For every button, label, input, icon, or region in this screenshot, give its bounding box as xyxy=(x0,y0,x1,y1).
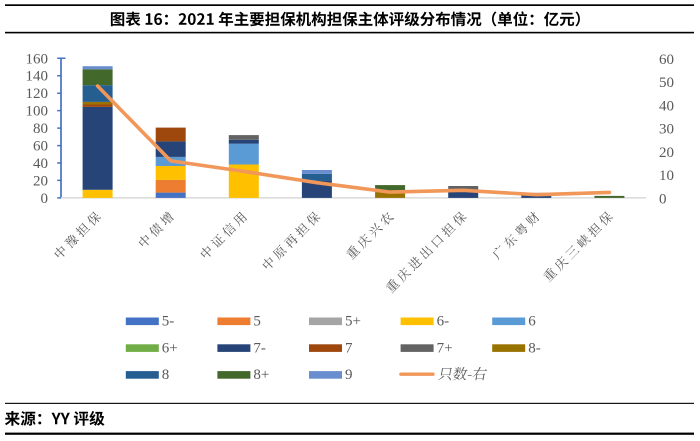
svg-text:20: 20 xyxy=(33,173,48,189)
svg-text:8: 8 xyxy=(162,367,170,383)
svg-text:0: 0 xyxy=(659,191,667,207)
svg-text:0: 0 xyxy=(41,191,49,207)
svg-text:60: 60 xyxy=(659,52,674,68)
svg-text:10: 10 xyxy=(659,168,674,184)
svg-text:40: 40 xyxy=(659,98,674,114)
svg-text:9: 9 xyxy=(345,367,353,383)
svg-text:5-: 5- xyxy=(162,314,175,330)
svg-text:6: 6 xyxy=(528,314,536,330)
svg-text:8+: 8+ xyxy=(253,367,269,383)
svg-text:5: 5 xyxy=(253,314,261,330)
svg-text:30: 30 xyxy=(659,122,674,138)
svg-text:6-: 6- xyxy=(437,314,450,330)
svg-text:7-: 7- xyxy=(253,340,266,356)
svg-text:140: 140 xyxy=(26,69,49,85)
svg-text:40: 40 xyxy=(33,156,48,172)
svg-text:8-: 8- xyxy=(528,340,541,356)
svg-text:7: 7 xyxy=(345,340,353,356)
svg-text:80: 80 xyxy=(33,121,48,137)
svg-text:6+: 6+ xyxy=(162,340,178,356)
svg-text:60: 60 xyxy=(33,139,48,155)
svg-text:100: 100 xyxy=(26,104,49,120)
svg-text:50: 50 xyxy=(659,75,674,91)
svg-text:7+: 7+ xyxy=(437,340,453,356)
svg-text:20: 20 xyxy=(659,145,674,161)
svg-text:160: 160 xyxy=(26,51,49,67)
svg-text:120: 120 xyxy=(26,86,49,102)
svg-text:5+: 5+ xyxy=(345,314,361,330)
